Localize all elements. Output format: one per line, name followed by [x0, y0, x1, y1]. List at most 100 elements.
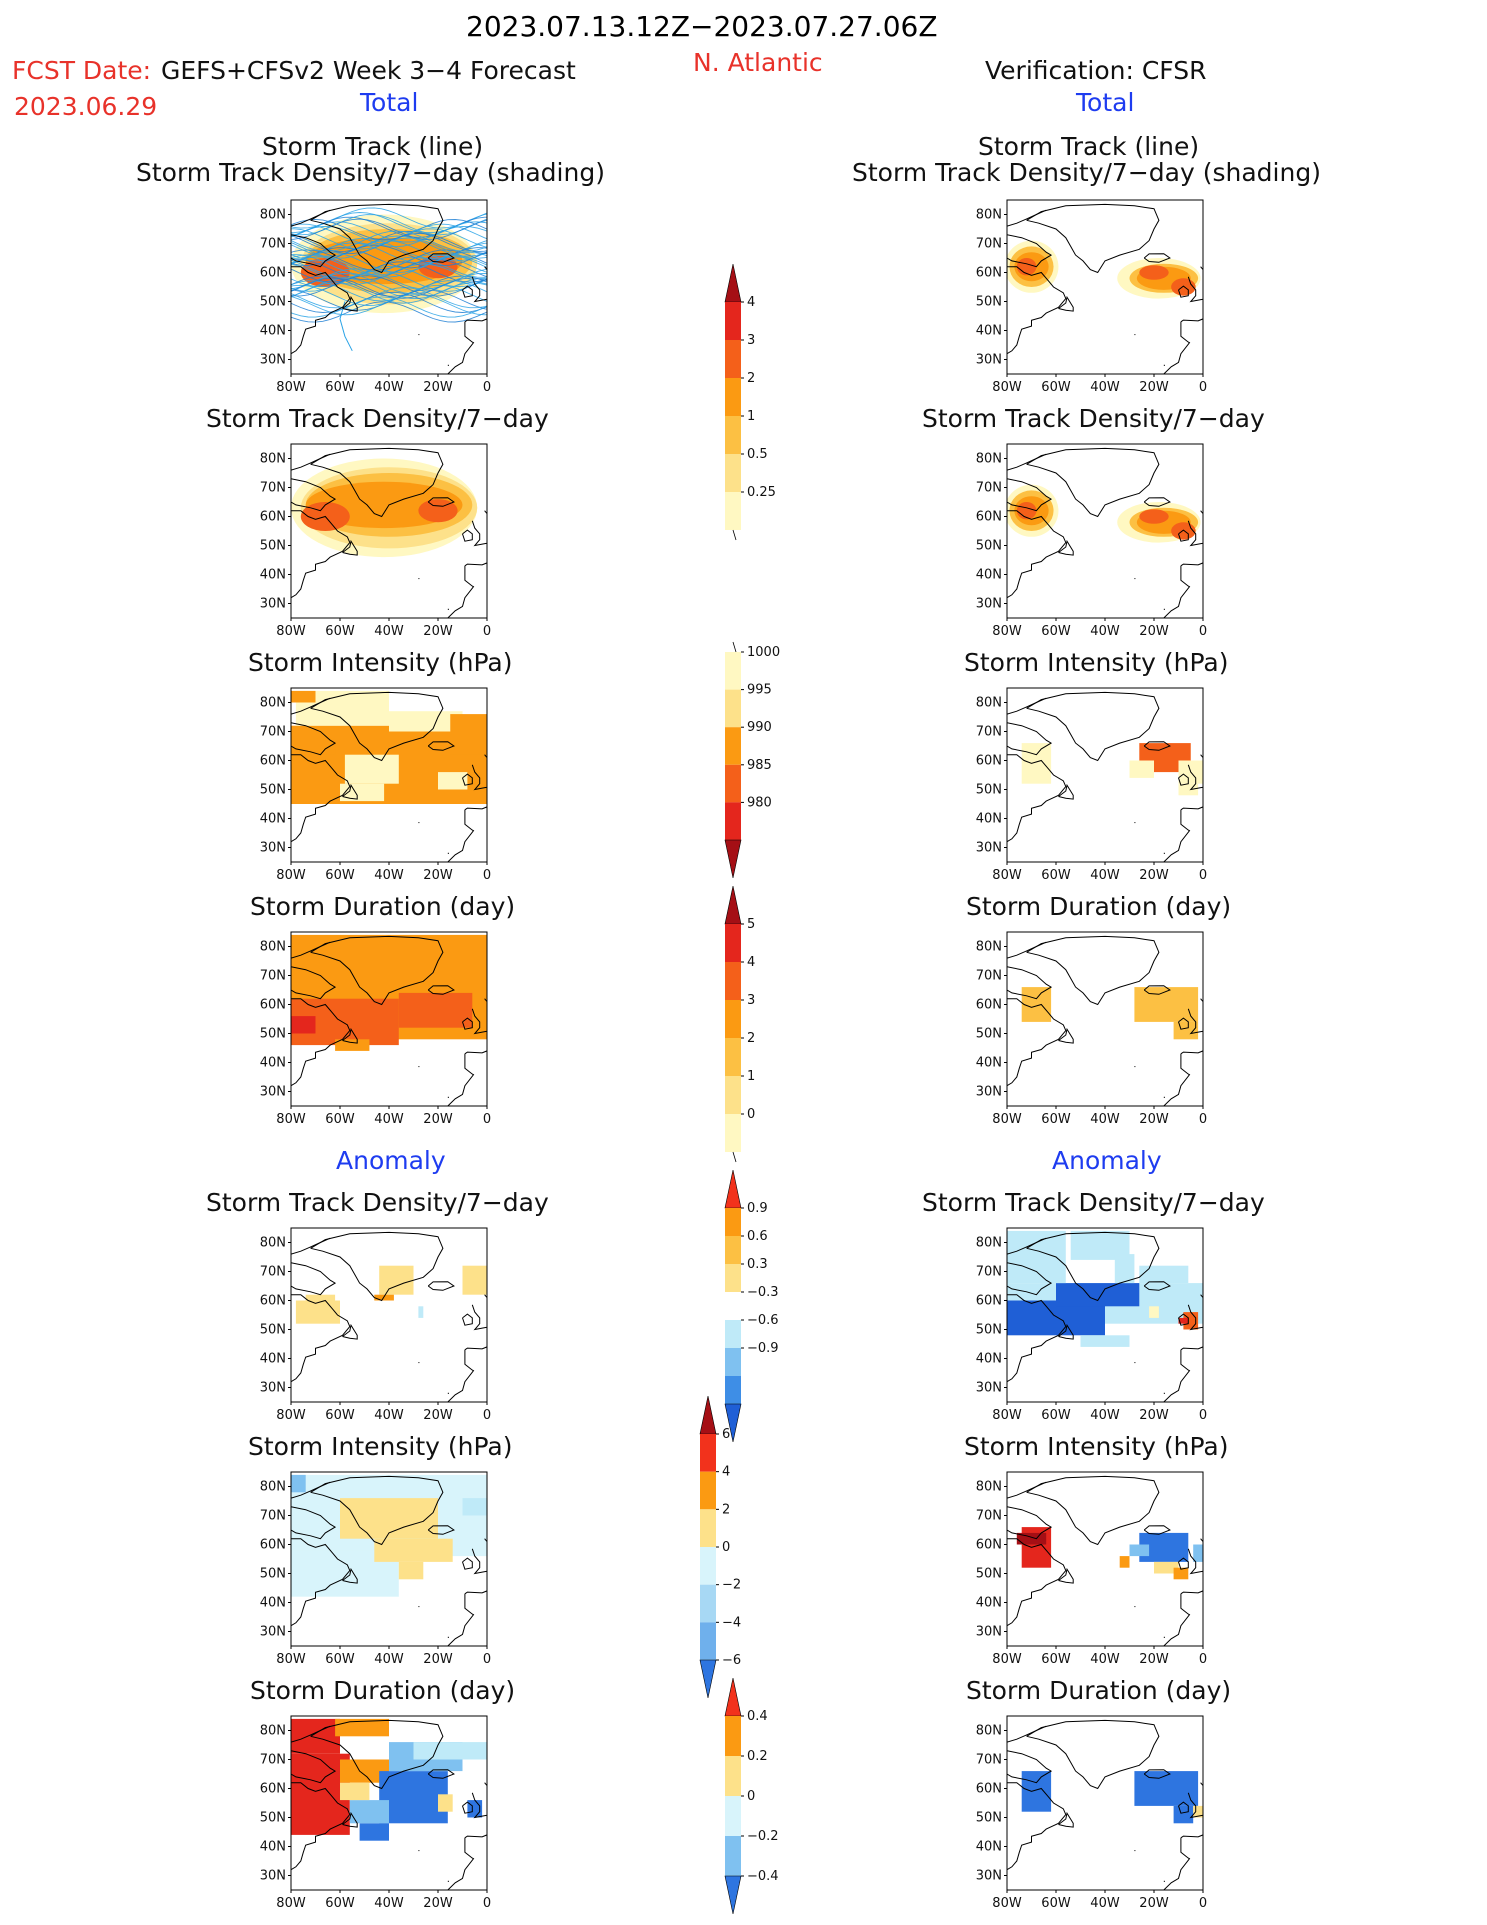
lat-label: 70N [976, 481, 1002, 496]
lon-label: 60W [325, 868, 355, 883]
colorbar-arrow-top [724, 1169, 742, 1209]
lon-label: 80W [992, 624, 1022, 639]
grid-cell-block [1173, 1567, 1189, 1580]
coastline [427, 1525, 455, 1535]
lat-label: 30N [976, 1085, 1002, 1100]
lat-label: 70N [260, 969, 286, 984]
map-duration-anom-forecast: 80N 70N 60N 50N 40N 30N 80W 60W 40W 20W 0 [260, 1715, 491, 1911]
coastline [1007, 1750, 1053, 1784]
coastline [1180, 806, 1203, 811]
colorbar-swatch [725, 1292, 741, 1320]
map-intensity-total-forecast: 80N 70N 60N 50N 40N 30N 80W 60W 40W 20W 0 [260, 687, 491, 883]
colorbar-label: −6 [722, 1653, 741, 1668]
grid-cell-block [291, 690, 316, 703]
grid-cell-block [359, 1823, 389, 1841]
title-duration-total-left: Storm Duration (day) [250, 892, 516, 921]
colorbar-label: 0.5 [747, 447, 768, 462]
lat-label: 50N [260, 539, 286, 554]
grid-cell-block [1173, 1805, 1194, 1824]
lon-label: 0 [1199, 1652, 1207, 1667]
lon-label: 20W [423, 624, 453, 639]
map-field [291, 1716, 487, 1890]
colorbar-swatch [725, 802, 741, 840]
coastline [471, 276, 487, 303]
map-intensity-anom-verification: 80N 70N 60N 50N 40N 30N 80W 60W 40W 20W 0 [976, 1471, 1207, 1667]
title-density-total-right: Storm Track Density/7−day [922, 404, 1265, 433]
coastline [1163, 565, 1191, 618]
colorbar-swatch [725, 1836, 741, 1876]
lat-label: 70N [260, 725, 286, 740]
colorbar-label: 5 [747, 917, 755, 932]
colorbar-label: 2 [722, 1502, 730, 1517]
grid-cell-block [1114, 1254, 1135, 1284]
lon-label: 40W [374, 868, 404, 883]
grid-cell-block [335, 1718, 389, 1737]
colorbar-swatch [725, 1236, 741, 1264]
grid-cell-block [340, 1498, 438, 1539]
coastline [291, 1506, 337, 1540]
lat-label: 50N [976, 1027, 1002, 1042]
grid-cell-block [462, 1265, 487, 1295]
colorbar-label: 995 [747, 683, 772, 698]
lat-label: 50N [260, 295, 286, 310]
coastline [310, 1475, 444, 1546]
lon-label: 20W [1139, 380, 1169, 395]
colorbar-label: 2 [747, 371, 755, 386]
coastline [1180, 1834, 1203, 1839]
map-field [1007, 1228, 1203, 1402]
colorbar-swatch [725, 1000, 741, 1038]
map-intensity-anom-forecast: 80N 70N 60N 50N 40N 30N 80W 60W 40W 20W 0 [260, 1471, 491, 1667]
map-intensity-total-verification: 80N 70N 60N 50N 40N 30N 80W 60W 40W 20W 0 [976, 687, 1207, 883]
lon-label: 20W [423, 1408, 453, 1423]
storm-track-line [291, 287, 487, 309]
lat-label: 30N [260, 353, 286, 368]
map-track-forecast: 80N 70N 60N 50N 40N 30N 80W 60W 40W 20W 0 [260, 199, 491, 395]
lon-label: 80W [992, 868, 1022, 883]
lon-label: 60W [325, 380, 355, 395]
colorbar-edge-top [732, 641, 737, 653]
coastline [447, 1349, 475, 1402]
total-label-right: Total [1076, 88, 1135, 117]
colorbar-swatch [700, 1547, 716, 1585]
colorbar-swatch [725, 492, 741, 530]
coastline [1143, 1525, 1171, 1535]
coastline [342, 1811, 358, 1828]
coastline [447, 321, 475, 374]
coastline [1180, 1346, 1203, 1351]
grid-cell-block [1178, 1317, 1189, 1324]
lat-label: 60N [260, 1294, 286, 1309]
grid-cell-block [1021, 1771, 1052, 1812]
coastline [427, 253, 455, 263]
forecast-period: 2023.07.13.12Z−2023.07.27.06Z [466, 10, 938, 43]
coastline [1187, 1008, 1203, 1035]
lat-label: 70N [976, 1753, 1002, 1768]
lat-label: 80N [976, 1724, 1002, 1739]
lat-label: 80N [976, 696, 1002, 711]
coastline [462, 773, 473, 786]
storm-track-line [291, 230, 487, 253]
coastline [1058, 1811, 1074, 1828]
lat-label: 60N [260, 998, 286, 1013]
colorbar-label: −2 [722, 1578, 741, 1593]
coastline [1007, 1506, 1053, 1540]
total-label-left: Total [360, 88, 419, 117]
colorbar-swatch [725, 764, 741, 803]
colorbar-arrow-top [724, 1677, 742, 1717]
grid-cell-block [398, 1561, 424, 1580]
lat-label: 40N [976, 812, 1002, 827]
grid-cell-block [1129, 760, 1154, 778]
coastline [1007, 697, 1047, 715]
colorbar-label: 4 [747, 295, 755, 310]
coastline [1007, 1538, 1067, 1646]
coastline [1163, 1593, 1191, 1646]
colorbar-swatch [700, 1434, 716, 1472]
grid-cell-block [291, 1718, 340, 1754]
title-intensity-anom-right: Storm Intensity (hPa) [964, 1432, 1229, 1461]
coastline [1058, 1323, 1074, 1340]
coastline [291, 998, 351, 1106]
grid-cell-block [462, 1498, 487, 1516]
colorbar-label: 985 [747, 758, 772, 773]
title-density-total-left: Storm Track Density/7−day [206, 404, 549, 433]
title-duration-anom-right: Storm Duration (day) [966, 1676, 1232, 1705]
coastline [1178, 1313, 1189, 1326]
